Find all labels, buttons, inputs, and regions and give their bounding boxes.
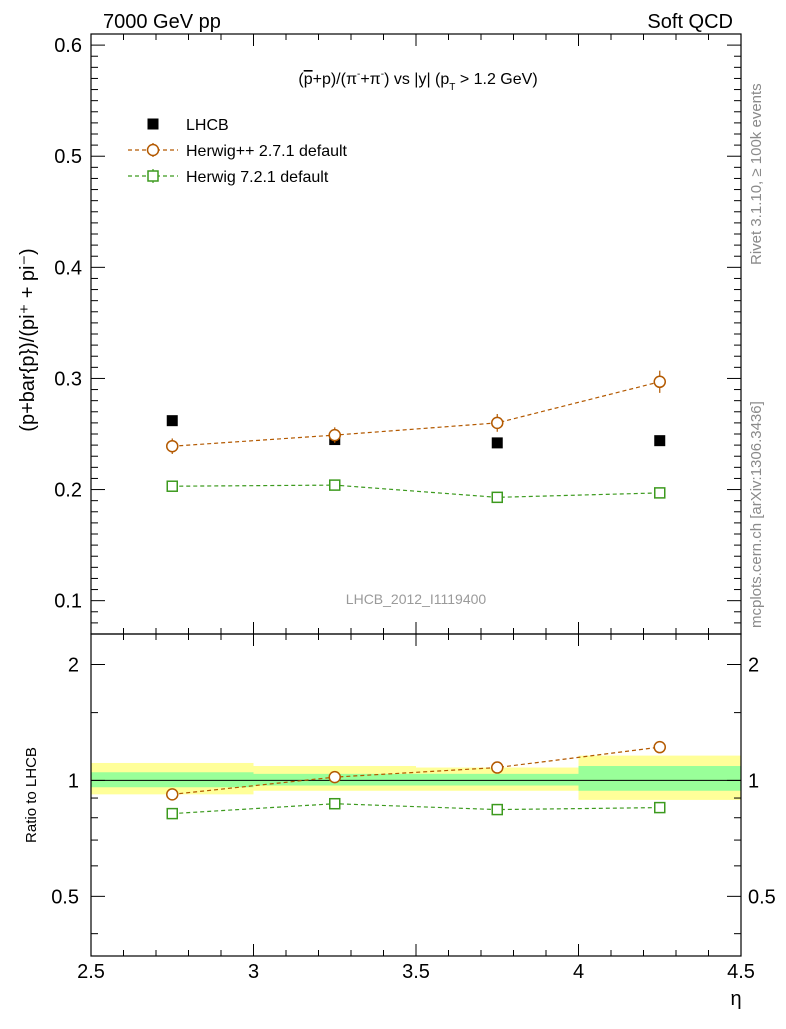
main-data-point [491,437,503,449]
legend: LHCB Herwig++ 2.7.1 default Herwig 7.2.1 d… [128,117,348,186]
legend-label: Herwig 7.2.1 default [186,169,329,186]
main-data-point [166,439,179,453]
x-tick-label: 4.5 [727,961,755,983]
ratio-data-point [491,761,504,774]
main-data-point [166,415,178,427]
title-superscript: - [381,69,384,80]
x-axis-label: η [730,988,741,1010]
main-y-tick-label: 0.4 [54,257,82,279]
title-part: +π [360,71,380,88]
ratio-series-line [172,803,660,815]
title-part-pbar: p [304,71,313,88]
main-series-line [172,484,660,498]
ratio-y-tick-label-left: 0.5 [51,886,79,908]
title-part: > 1.2 GeV) [455,71,537,88]
legend-label: LHCB [186,117,229,134]
main-y-tick-label: 0.6 [54,35,82,57]
ratio-data-point [654,801,666,814]
x-tick-label: 3.5 [402,961,430,983]
x-tick-label: 2.5 [77,961,105,983]
title-superscript: - [357,69,360,80]
main-y-axis-label: (p+bar{p})/(pi⁺ + pi⁻) [17,248,39,431]
main-data-point [491,491,503,504]
header-left: 7000 GeV pp [103,11,221,33]
header-right: Soft QCD [647,11,733,33]
main-data-point [654,487,666,499]
main-data-point [654,435,666,447]
ratio-y-tick-label-left: 1 [68,770,79,792]
legend-marker [147,170,159,182]
ratio-data-point [166,807,178,820]
main-y-tick-label: 0.1 [54,591,82,613]
title-subscript: T [449,82,455,93]
main-y-tick-label: 0.2 [54,480,82,502]
ratio-series-line [172,746,660,795]
title-part: ( [298,71,304,88]
main-data-point [166,480,178,492]
ratio-data-point [328,770,341,784]
ratio-y-tick-label-right: 2 [748,654,759,676]
main-y-tick-label: 0.5 [54,146,82,168]
analysis-watermark: LHCB_2012_I1119400 [346,591,487,607]
ratio-y-tick-label-right: 0.5 [748,886,776,908]
legend-marker [147,118,159,130]
main-data-point [329,479,341,491]
ratio-y-tick-label-left: 2 [68,654,79,676]
main-data-point [491,416,504,430]
main-data-point [328,428,341,442]
plot-title: (p+p)/(π-+π-) vs |y| (pT > 1.2 GeV) [298,69,537,93]
title-part: +p)/(π [313,71,357,88]
uncertainty-band-inner [91,772,254,788]
legend-label: Herwig++ 2.7.1 default [186,143,348,160]
axes: 2.5 3 3.5 4 4.5 0.1 0.2 0.3 0.4 0.5 0.6 0.5 0.5 1 1 2 2 [51,33,776,983]
ratio-data-point [653,740,666,754]
main-y-tick-label: 0.3 [54,368,82,390]
legend-marker [146,143,160,157]
uncertainty-band-inner [416,773,579,786]
main-series-line [172,381,660,447]
data-series [166,370,666,820]
ratio-data-point [166,788,179,801]
ratio-y-tick-label-right: 1 [748,770,759,792]
x-tick-label: 4 [573,961,584,983]
ratio-y-axis-label: Ratio to LHCB [23,747,40,843]
ratio-uncertainty-bands [91,755,741,800]
x-tick-label: 3 [248,961,259,983]
ratio-data-point [491,803,503,816]
uncertainty-band-inner [578,766,741,791]
main-data-point [653,375,666,389]
side-label-mcplots: mcplots.cern.ch [arXiv:1306.3436] [748,401,765,628]
ratio-data-point [329,797,341,810]
side-label-rivet: Rivet 3.1.10, ≥ 100k events [748,83,765,265]
title-part: ) vs |y| (p [384,71,449,88]
